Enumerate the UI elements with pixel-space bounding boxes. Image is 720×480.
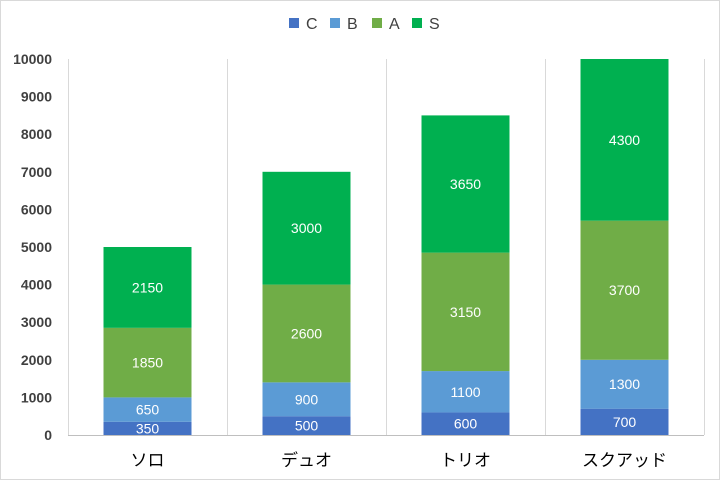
y-tick-label: 2000 — [21, 352, 52, 368]
data-label: 350 — [136, 420, 160, 436]
y-tick-label: 7000 — [21, 164, 52, 180]
legend-swatch — [412, 18, 422, 28]
data-label: 3650 — [450, 176, 481, 192]
bar-segment-c — [421, 412, 510, 435]
bar-segment-a — [262, 284, 351, 383]
legend-label: C — [306, 16, 318, 33]
data-label: 700 — [613, 414, 637, 430]
data-label: 1300 — [609, 376, 640, 392]
data-label: 1100 — [450, 384, 480, 400]
x-category-label: デュオ — [281, 450, 332, 471]
bar-segment-b — [262, 382, 351, 417]
bar-segment-c — [580, 408, 669, 435]
data-label: 650 — [136, 402, 160, 418]
data-label: 3700 — [609, 282, 640, 298]
y-tick-label: 4000 — [21, 277, 52, 293]
bar-segment-c — [103, 421, 192, 435]
data-label: 4300 — [609, 132, 640, 148]
bar-segment-a — [580, 220, 669, 360]
grid-lines — [68, 59, 705, 436]
data-label: 2150 — [132, 279, 163, 295]
y-axis: 0 1000 2000 3000 4000 5000 6000 7000 8000 9000 100… — [13, 51, 52, 443]
legend-label: B — [347, 16, 358, 33]
bar-segment-s — [103, 247, 192, 328]
bar-segment-s — [580, 59, 669, 221]
bar-segment-c — [262, 416, 351, 435]
bar-segment-b — [580, 359, 669, 409]
bar-segment-b — [421, 371, 510, 413]
legend-label: S — [429, 16, 440, 33]
legend-swatch — [289, 18, 299, 28]
data-label: 3150 — [450, 304, 481, 320]
x-axis: ソロ デュオ トリオ スクアッド — [131, 450, 668, 471]
bar-segment-a — [103, 327, 192, 398]
data-label: 2600 — [291, 325, 322, 341]
legend-swatch — [330, 18, 340, 28]
y-tick-label: 1000 — [21, 389, 52, 405]
data-label: 500 — [295, 418, 319, 434]
y-tick-label: 9000 — [21, 89, 52, 105]
x-category-label: トリオ — [440, 451, 491, 471]
bar-segment-s — [262, 171, 351, 285]
bars — [103, 59, 669, 435]
y-tick-label: 3000 — [21, 314, 52, 330]
data-label: 600 — [454, 416, 478, 432]
legend-swatch — [372, 18, 382, 28]
y-tick-label: 8000 — [21, 126, 52, 142]
data-label: 1850 — [132, 355, 163, 371]
legend-label: A — [389, 16, 400, 33]
bar-segment-a — [421, 252, 510, 372]
y-tick-label: 5000 — [21, 239, 52, 255]
data-label: 3000 — [291, 220, 322, 236]
bar-segment-b — [103, 397, 192, 422]
y-tick-label: 6000 — [21, 201, 52, 217]
x-category-label: スクアッド — [582, 451, 667, 471]
y-tick-label: 10000 — [13, 51, 52, 67]
data-label: 900 — [295, 391, 319, 407]
data-labels: 350 650 1850 2150 500 900 2600 3000 600 1100 3150 3… — [132, 132, 640, 437]
bar-segment-s — [421, 115, 510, 253]
x-category-label: ソロ — [131, 451, 165, 471]
y-tick-label: 0 — [44, 427, 52, 443]
